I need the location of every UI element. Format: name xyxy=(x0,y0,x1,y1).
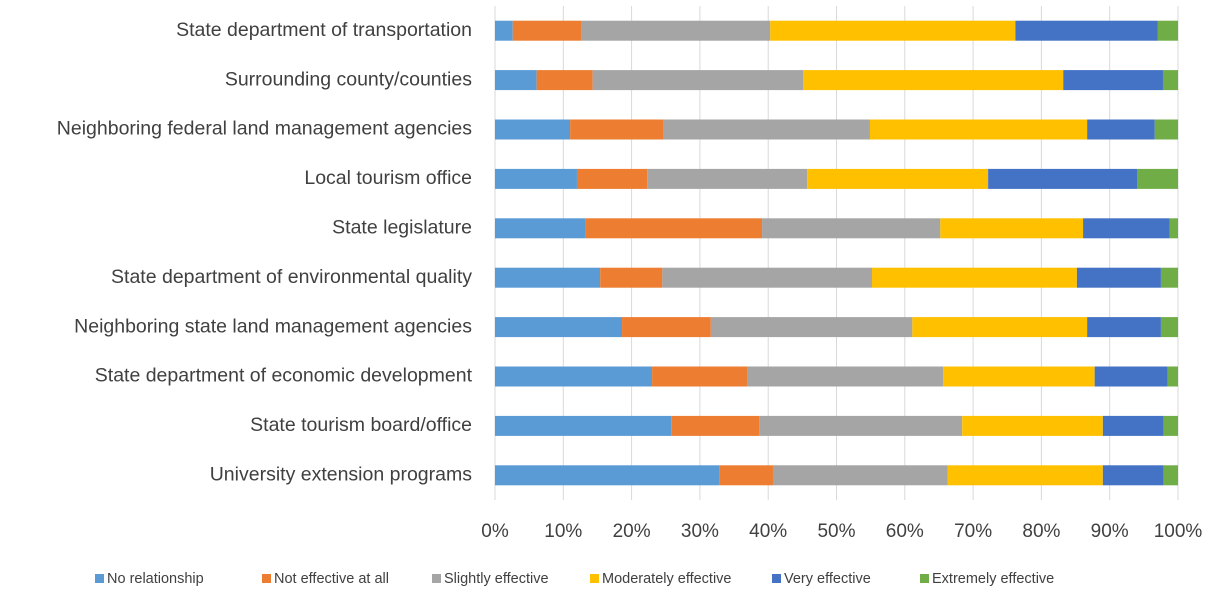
x-tick-label: 100% xyxy=(1154,521,1203,542)
bar-segment xyxy=(495,317,623,338)
legend-swatch xyxy=(590,574,599,583)
bar-segment xyxy=(1137,168,1178,189)
bar-segment xyxy=(1015,20,1158,41)
bar-segment xyxy=(592,70,804,91)
legend-label: Very effective xyxy=(784,571,871,587)
bar-segment xyxy=(536,70,593,91)
bar-segment xyxy=(652,366,748,387)
bar-segment xyxy=(570,119,664,140)
bar-segment xyxy=(962,415,1103,436)
bar-segment xyxy=(872,267,1077,288)
bar-segment xyxy=(803,70,1064,91)
bar-segment xyxy=(807,168,989,189)
category-label: Surrounding county/counties xyxy=(225,68,472,90)
bar-segment xyxy=(495,366,653,387)
legend-label: Not effective at all xyxy=(274,571,389,587)
bar-segment xyxy=(495,168,577,189)
bar-segment xyxy=(759,415,963,436)
bar-segment xyxy=(710,317,913,338)
legend-swatch xyxy=(432,574,441,583)
legend-swatch xyxy=(262,574,271,583)
category-label: Local tourism office xyxy=(304,167,472,189)
bar-segment xyxy=(1163,465,1178,486)
bar-segment xyxy=(947,465,1103,486)
x-tick-label: 50% xyxy=(817,521,855,542)
bar-segment xyxy=(662,267,873,288)
bar-segment xyxy=(747,366,944,387)
bar-segment xyxy=(940,218,1084,239)
bar-segment xyxy=(762,218,941,239)
bar-segment xyxy=(495,119,571,140)
bar-segment xyxy=(1167,366,1178,387)
category-label: State tourism board/office xyxy=(250,414,472,436)
x-tick-label: 70% xyxy=(954,521,992,542)
legend-swatch xyxy=(95,574,104,583)
legend-swatch xyxy=(772,574,781,583)
category-label: University extension programs xyxy=(210,463,473,485)
bar-segment xyxy=(912,317,1088,338)
bar-segment xyxy=(869,119,1088,140)
legend-label: Extremely effective xyxy=(932,571,1054,587)
x-tick-label: 10% xyxy=(544,521,582,542)
bar-segment xyxy=(585,218,763,239)
bar-segment xyxy=(581,20,771,41)
x-tick-label: 30% xyxy=(681,521,719,542)
x-tick-label: 20% xyxy=(613,521,651,542)
bar-segment xyxy=(576,168,648,189)
legend-label: No relationship xyxy=(107,571,204,587)
bar-segment xyxy=(1083,218,1170,239)
x-tick-label: 40% xyxy=(749,521,787,542)
bar-segment xyxy=(495,415,672,436)
bar-segment xyxy=(1163,415,1178,436)
bar-segment xyxy=(1162,70,1178,91)
bar-segment xyxy=(1169,218,1178,239)
bar-segment xyxy=(495,218,586,239)
bar-segment xyxy=(1160,317,1178,338)
category-label: Neighboring federal land management agen… xyxy=(57,118,472,140)
x-tick-label: 80% xyxy=(1022,521,1060,542)
category-label: State department of transportation xyxy=(176,19,472,41)
bar-segment xyxy=(943,366,1095,387)
legend-label: Moderately effective xyxy=(602,571,732,587)
bar-segment xyxy=(1076,267,1161,288)
x-tick-label: 0% xyxy=(481,521,509,542)
x-tick-label: 90% xyxy=(1091,521,1129,542)
bar-segment xyxy=(671,415,760,436)
bar-segment xyxy=(622,317,711,338)
category-label: Neighboring state land management agenci… xyxy=(74,315,472,337)
category-label: State department of environmental qualit… xyxy=(111,266,472,288)
bar-segment xyxy=(988,168,1138,189)
bar-segment xyxy=(1063,70,1163,91)
bar-segment xyxy=(770,20,1016,41)
bar-segment xyxy=(495,465,720,486)
bar-segment xyxy=(1102,465,1164,486)
category-label: State department of economic development xyxy=(95,365,473,387)
bar-segment xyxy=(600,267,663,288)
category-label: State legislature xyxy=(332,216,472,238)
bar-segment xyxy=(647,168,808,189)
x-tick-label: 60% xyxy=(886,521,924,542)
bar-segment xyxy=(495,267,601,288)
bar-segment xyxy=(1102,415,1164,436)
legend-label: Slightly effective xyxy=(444,571,549,587)
bar-segment xyxy=(495,70,537,91)
bar-segment xyxy=(1087,119,1155,140)
bar-segment xyxy=(772,465,948,486)
bar-segment xyxy=(495,20,513,41)
bar-segment xyxy=(512,20,582,41)
bar-segment xyxy=(663,119,870,140)
legend-swatch xyxy=(920,574,929,583)
bar-segment xyxy=(1094,366,1168,387)
bar-segment xyxy=(1160,267,1178,288)
bar-segment xyxy=(1087,317,1161,338)
bar-segment xyxy=(719,465,773,486)
bar-segment xyxy=(1157,20,1178,41)
bar-segment xyxy=(1154,119,1178,140)
